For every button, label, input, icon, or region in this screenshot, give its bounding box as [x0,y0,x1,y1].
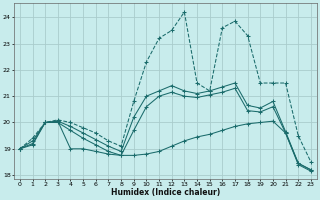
X-axis label: Humidex (Indice chaleur): Humidex (Indice chaleur) [111,188,220,197]
